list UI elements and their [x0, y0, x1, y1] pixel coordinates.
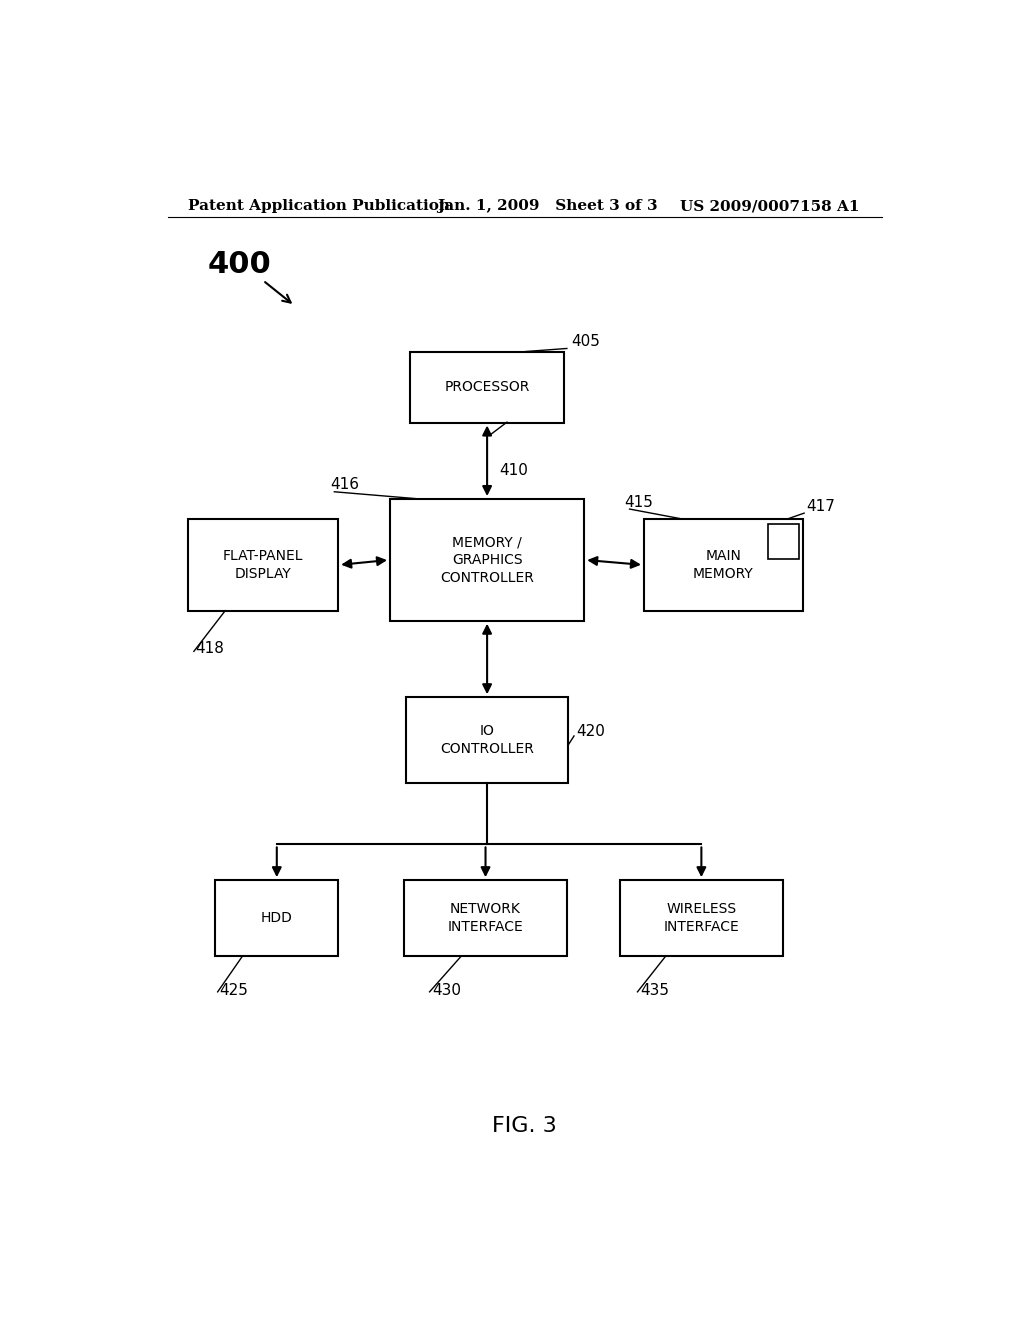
Text: 417: 417	[807, 499, 836, 513]
Text: 420: 420	[577, 723, 605, 739]
Text: FLAT-PANEL
DISPLAY: FLAT-PANEL DISPLAY	[222, 549, 303, 581]
Text: MEMORY /
GRAPHICS
CONTROLLER: MEMORY / GRAPHICS CONTROLLER	[440, 535, 535, 585]
Text: US 2009/0007158 A1: US 2009/0007158 A1	[680, 199, 859, 213]
Bar	[215, 880, 338, 956]
Bar	[187, 519, 338, 611]
Text: 430: 430	[432, 983, 461, 998]
Text: HDD: HDD	[261, 911, 293, 925]
Text: 405: 405	[570, 334, 600, 350]
Bar	[390, 499, 585, 620]
Text: PROCESSOR: PROCESSOR	[444, 380, 529, 395]
Bar	[644, 519, 803, 611]
Text: Patent Application Publication: Patent Application Publication	[187, 199, 450, 213]
Bar	[620, 880, 782, 956]
Text: NETWORK
INTERFACE: NETWORK INTERFACE	[447, 903, 523, 935]
Text: FIG. 3: FIG. 3	[493, 1115, 557, 1137]
Bar	[768, 524, 799, 558]
Text: 416: 416	[331, 477, 359, 492]
Bar	[404, 880, 567, 956]
Text: 425: 425	[219, 983, 248, 998]
Bar	[406, 697, 568, 784]
Text: 400: 400	[207, 249, 271, 279]
Text: 435: 435	[640, 983, 669, 998]
Text: 410: 410	[499, 463, 528, 478]
Text: WIRELESS
INTERFACE: WIRELESS INTERFACE	[664, 903, 739, 935]
Text: Jan. 1, 2009   Sheet 3 of 3: Jan. 1, 2009 Sheet 3 of 3	[437, 199, 658, 213]
Text: IO
CONTROLLER: IO CONTROLLER	[440, 725, 535, 756]
Text: MAIN
MEMORY: MAIN MEMORY	[693, 549, 754, 581]
Text: 415: 415	[624, 495, 653, 510]
Text: 418: 418	[196, 642, 224, 656]
Bar	[410, 351, 564, 422]
